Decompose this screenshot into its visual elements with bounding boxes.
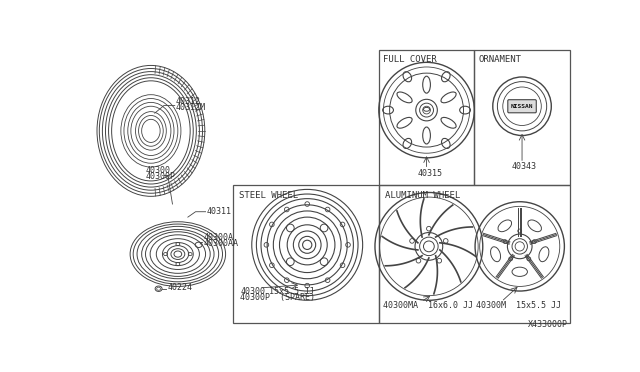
Text: 40300P  (SPARE): 40300P (SPARE) xyxy=(240,293,316,302)
Text: 40311: 40311 xyxy=(206,207,231,216)
Text: 40300M  15x5.5 JJ: 40300M 15x5.5 JJ xyxy=(476,301,561,310)
Text: 40312: 40312 xyxy=(175,97,200,106)
Text: 40300A: 40300A xyxy=(204,233,234,242)
Bar xyxy=(379,50,474,185)
Text: 40315: 40315 xyxy=(417,169,442,177)
Text: 40312M: 40312M xyxy=(175,103,205,112)
Text: 40300: 40300 xyxy=(240,287,265,296)
Text: ORNAMENT: ORNAMENT xyxy=(479,55,522,64)
Text: X433000P: X433000P xyxy=(528,320,568,329)
Text: 40300MA  16x6.0 JJ: 40300MA 16x6.0 JJ xyxy=(383,301,473,310)
Bar xyxy=(379,185,570,323)
Bar xyxy=(474,50,570,185)
Text: 40300: 40300 xyxy=(145,166,170,175)
FancyBboxPatch shape xyxy=(508,100,536,113)
Text: NISSAN: NISSAN xyxy=(511,104,533,109)
Text: STEEL WHEEL: STEEL WHEEL xyxy=(239,191,298,200)
Text: 40343: 40343 xyxy=(511,163,536,171)
Text: FULL COVER: FULL COVER xyxy=(383,55,437,64)
Text: 40224: 40224 xyxy=(168,283,193,292)
Text: 15x5.5 JJ: 15x5.5 JJ xyxy=(269,287,314,296)
Text: 40300AA: 40300AA xyxy=(204,239,239,248)
Text: ALUMINUM WHEEL: ALUMINUM WHEEL xyxy=(385,191,460,200)
Text: 40300P: 40300P xyxy=(145,172,175,182)
Bar xyxy=(232,185,379,323)
